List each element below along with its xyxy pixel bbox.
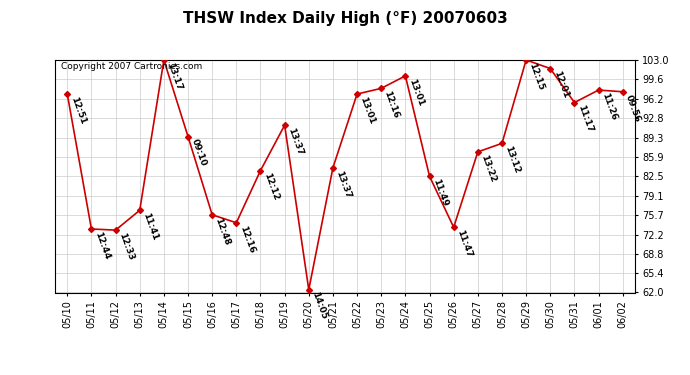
Text: 11:41: 11:41 [141, 211, 159, 242]
Text: 13:01: 13:01 [359, 95, 377, 125]
Text: Copyright 2007 Cartronics.com: Copyright 2007 Cartronics.com [61, 62, 202, 71]
Text: 12:51: 12:51 [69, 95, 87, 125]
Text: 12:44: 12:44 [93, 230, 111, 261]
Text: 09:10: 09:10 [190, 138, 208, 168]
Text: 12:48: 12:48 [214, 216, 232, 246]
Text: 11:26: 11:26 [600, 92, 618, 122]
Text: 12:12: 12:12 [262, 172, 280, 202]
Text: THSW Index Daily High (°F) 20070603: THSW Index Daily High (°F) 20070603 [183, 11, 507, 26]
Text: 12:16: 12:16 [383, 90, 401, 120]
Text: 14:05: 14:05 [310, 291, 328, 321]
Text: 11:17: 11:17 [576, 104, 594, 134]
Text: 11:49: 11:49 [431, 178, 449, 208]
Text: 09:56: 09:56 [624, 93, 642, 123]
Text: 12:01: 12:01 [552, 70, 570, 100]
Text: 13:17: 13:17 [166, 62, 184, 92]
Text: 11:47: 11:47 [455, 229, 473, 259]
Text: 13:37: 13:37 [286, 127, 304, 157]
Text: 12:16: 12:16 [238, 224, 256, 254]
Text: 13:22: 13:22 [480, 153, 497, 183]
Text: 13:12: 13:12 [504, 145, 522, 175]
Text: 13:37: 13:37 [335, 169, 353, 199]
Text: 12:15: 12:15 [528, 62, 546, 92]
Text: 12:33: 12:33 [117, 231, 135, 261]
Text: 13:01: 13:01 [407, 77, 425, 107]
